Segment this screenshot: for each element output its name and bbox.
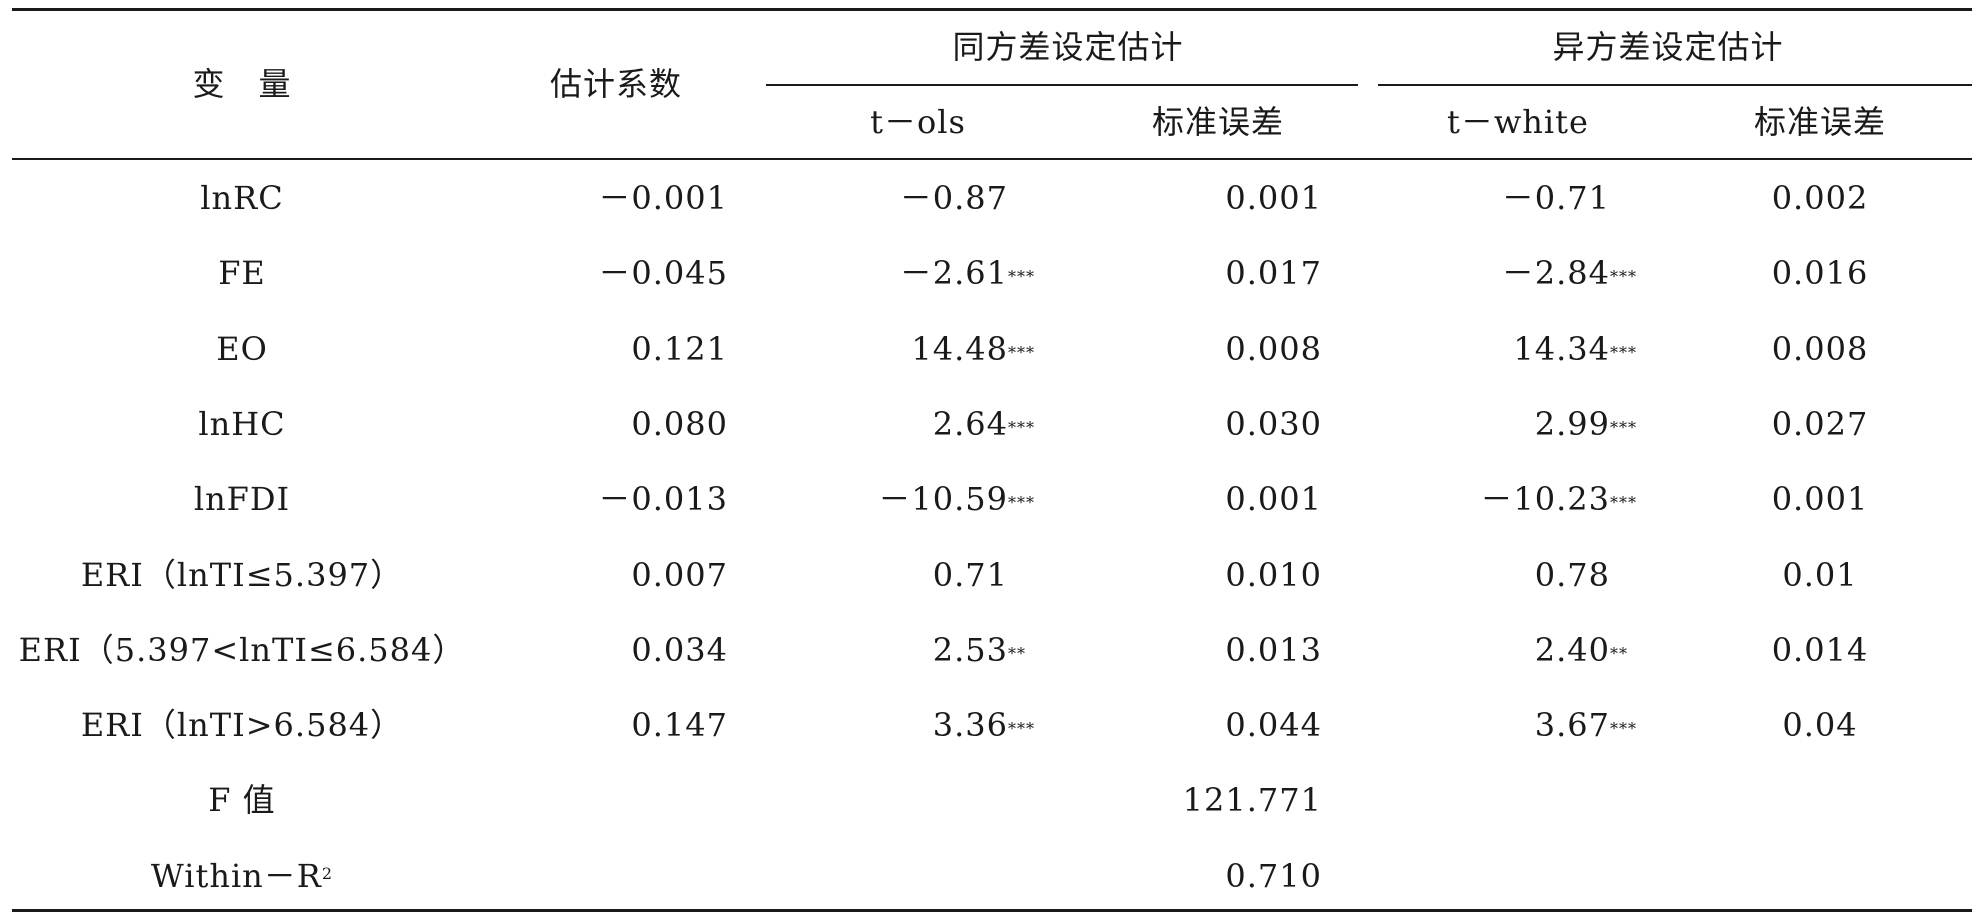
significance-stars: ** — [1008, 644, 1026, 663]
cell-t-ols: 2.64 *** — [933, 404, 1034, 444]
significance-stars: *** — [1610, 418, 1637, 437]
cell-variable: lnRC — [200, 179, 284, 217]
cell-coefficient: 0.034 — [631, 631, 728, 669]
cell-coefficient: 0.121 — [631, 330, 728, 368]
cell-se-heteroskedastic: 0.002 — [1771, 179, 1869, 217]
significance-stars: *** — [1008, 493, 1035, 512]
cell-coefficient: 0.080 — [631, 405, 728, 443]
header-coefficient: 估计系数 — [549, 65, 683, 103]
cell-coefficient: 0.147 — [631, 706, 728, 744]
header-homoskedastic-group: 同方差设定估计 — [952, 28, 1184, 66]
cell-coefficient: 0.007 — [631, 556, 728, 594]
cell-se-heteroskedastic: 0.008 — [1771, 330, 1869, 368]
significance-stars: *** — [1008, 267, 1035, 286]
cell-coefficient: －0.001 — [598, 179, 728, 217]
homo-group-underline — [766, 84, 1358, 86]
cell-t-white: －10.23 *** — [1480, 479, 1636, 519]
significance-stars: *** — [1008, 418, 1035, 437]
cell-se-heteroskedastic: 0.01 — [1782, 556, 1858, 594]
cell-t-white: 2.99 *** — [1535, 404, 1636, 444]
cell-se-homoskedastic: 0.001 — [1225, 480, 1322, 518]
cell-t-ols: 2.53 ** — [933, 630, 1025, 670]
significance-stars: *** — [1610, 493, 1637, 512]
header-variable: 变 量 — [192, 65, 292, 103]
cell-t-white: 14.34 *** — [1513, 329, 1636, 369]
significance-stars: *** — [1610, 267, 1637, 286]
cell-t-white: 2.40 ** — [1535, 630, 1627, 670]
cell-variable: EO — [216, 330, 268, 368]
cell-coefficient: －0.045 — [598, 254, 728, 292]
cell-se-heteroskedastic: 0.04 — [1782, 706, 1858, 744]
header-heteroskedastic-group: 异方差设定估计 — [1552, 28, 1784, 66]
header-se-homoskedastic: 标准误差 — [1151, 103, 1285, 141]
cell-se-heteroskedastic: 0.001 — [1771, 480, 1869, 518]
cell-se-heteroskedastic: 0.014 — [1771, 631, 1869, 669]
cell-t-ols: 3.36 *** — [933, 705, 1034, 745]
cell-variable: lnHC — [198, 405, 286, 443]
table-bottom-rule — [12, 909, 1972, 912]
significance-stars: ** — [1610, 644, 1628, 663]
cell-t-ols: －0.87 — [899, 179, 1008, 217]
cell-se-homoskedastic: 0.710 — [1225, 857, 1322, 895]
significance-stars: *** — [1610, 719, 1637, 738]
cell-variable: ERI（5.397<lnTI≤6.584） — [18, 631, 466, 669]
cell-variable: ERI（lnTI≤5.397） — [80, 556, 404, 594]
cell-variable: ERI（lnTI>6.584） — [80, 706, 404, 744]
cell-variable: Within－R2 — [150, 857, 334, 895]
significance-stars: *** — [1008, 343, 1035, 362]
cell-se-homoskedastic: 0.044 — [1225, 706, 1322, 744]
cell-se-homoskedastic: 121.771 — [1182, 781, 1322, 819]
cell-se-homoskedastic: 0.013 — [1225, 631, 1322, 669]
cell-t-white: －2.84 *** — [1502, 253, 1636, 293]
cell-coefficient: －0.013 — [598, 480, 728, 518]
cell-t-ols: －10.59 *** — [878, 479, 1034, 519]
cell-variable: FE — [218, 254, 266, 292]
superscript: 2 — [321, 864, 334, 883]
cell-se-homoskedastic: 0.010 — [1225, 556, 1322, 594]
cell-se-heteroskedastic: 0.016 — [1771, 254, 1869, 292]
cell-t-white: 0.78 — [1534, 556, 1610, 594]
cell-t-white: －0.71 — [1501, 179, 1610, 217]
cell-se-homoskedastic: 0.001 — [1225, 179, 1322, 217]
significance-stars: *** — [1610, 343, 1637, 362]
cell-t-white: 3.67 *** — [1535, 705, 1636, 745]
header-se-heteroskedastic: 标准误差 — [1753, 103, 1887, 141]
cell-se-homoskedastic: 0.008 — [1225, 330, 1322, 368]
header-t-white: t－white — [1447, 103, 1589, 141]
header-t-ols: t－ols — [870, 103, 966, 141]
cell-t-ols: 14.48 *** — [911, 329, 1034, 369]
hetero-group-underline — [1378, 84, 1972, 86]
cell-t-ols: 0.71 — [932, 556, 1008, 594]
cell-variable: F 值 — [208, 781, 276, 819]
cell-se-heteroskedastic: 0.027 — [1771, 405, 1869, 443]
significance-stars: *** — [1008, 719, 1035, 738]
cell-variable: lnFDI — [193, 480, 291, 518]
cell-se-homoskedastic: 0.030 — [1225, 405, 1322, 443]
cell-t-ols: －2.61 *** — [900, 253, 1034, 293]
header-bottom-rule — [12, 158, 1972, 160]
table-top-rule — [12, 8, 1972, 11]
cell-se-homoskedastic: 0.017 — [1225, 254, 1322, 292]
